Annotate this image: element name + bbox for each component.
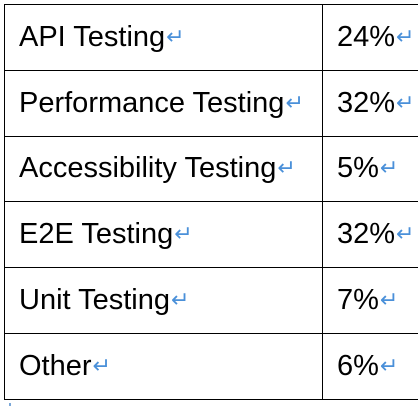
return-mark-icon: ↵ — [379, 287, 399, 313]
return-mark-icon: ↵ — [379, 352, 399, 378]
return-mark-icon: ↵ — [166, 23, 185, 49]
row-label-text: Accessibility Testing — [19, 152, 277, 185]
return-mark-icon: ↵ — [285, 89, 304, 115]
row-label-text: Other — [19, 349, 92, 382]
return-mark-icon: ↵ — [174, 221, 193, 247]
row-label-cell[interactable]: Accessibility Testing↵ — [4, 135, 323, 203]
row-label-cell[interactable]: API Testing↵ — [4, 4, 323, 71]
return-mark-icon: ↵ — [277, 155, 296, 181]
table-row: Performance Testing↵ 32%↵ — [4, 69, 418, 137]
return-mark-icon: ↵ — [396, 23, 415, 49]
row-value-cell[interactable]: 32%↵ — [322, 69, 418, 137]
table-row: Accessibility Testing↵ 5%↵ — [4, 135, 418, 203]
row-value-text: 32% — [337, 86, 396, 119]
paragraph-cursor-mark — [9, 403, 11, 406]
row-label-cell[interactable]: Performance Testing↵ — [4, 69, 323, 137]
return-mark-icon: ↵ — [379, 155, 399, 181]
row-value-cell[interactable]: 24%↵ — [322, 4, 418, 71]
row-value-text: 5% — [337, 152, 379, 185]
return-mark-icon: ↵ — [396, 89, 415, 115]
table-row: Other↵ 6%↵ — [4, 332, 418, 400]
row-value-cell[interactable]: 5%↵ — [322, 135, 418, 203]
row-label-text: API Testing — [19, 20, 166, 53]
row-label-text: Unit Testing — [19, 284, 170, 317]
return-mark-icon: ↵ — [171, 287, 190, 313]
row-value-text: 32% — [337, 218, 396, 251]
table-row: E2E Testing↵ 32%↵ — [4, 201, 418, 269]
row-label-cell[interactable]: Unit Testing↵ — [4, 267, 323, 334]
table-row: Unit Testing↵ 7%↵ — [4, 267, 418, 334]
testing-distribution-table: API Testing↵ 24%↵ Performance Testing↵ 3… — [4, 4, 418, 400]
row-value-cell[interactable]: 7%↵ — [322, 267, 418, 334]
row-value-text: 7% — [337, 284, 379, 317]
row-label-cell[interactable]: E2E Testing↵ — [4, 201, 323, 269]
row-value-cell[interactable]: 6%↵ — [322, 332, 418, 400]
table-row: API Testing↵ 24%↵ — [4, 4, 418, 71]
return-mark-icon: ↵ — [396, 221, 415, 247]
row-value-text: 6% — [337, 349, 379, 382]
row-label-cell[interactable]: Other↵ — [4, 332, 323, 400]
return-mark-icon: ↵ — [92, 352, 111, 378]
row-value-cell[interactable]: 32%↵ — [322, 201, 418, 269]
row-label-text: Performance Testing — [19, 86, 285, 119]
row-label-text: E2E Testing — [19, 218, 174, 251]
row-value-text: 24% — [337, 20, 396, 53]
